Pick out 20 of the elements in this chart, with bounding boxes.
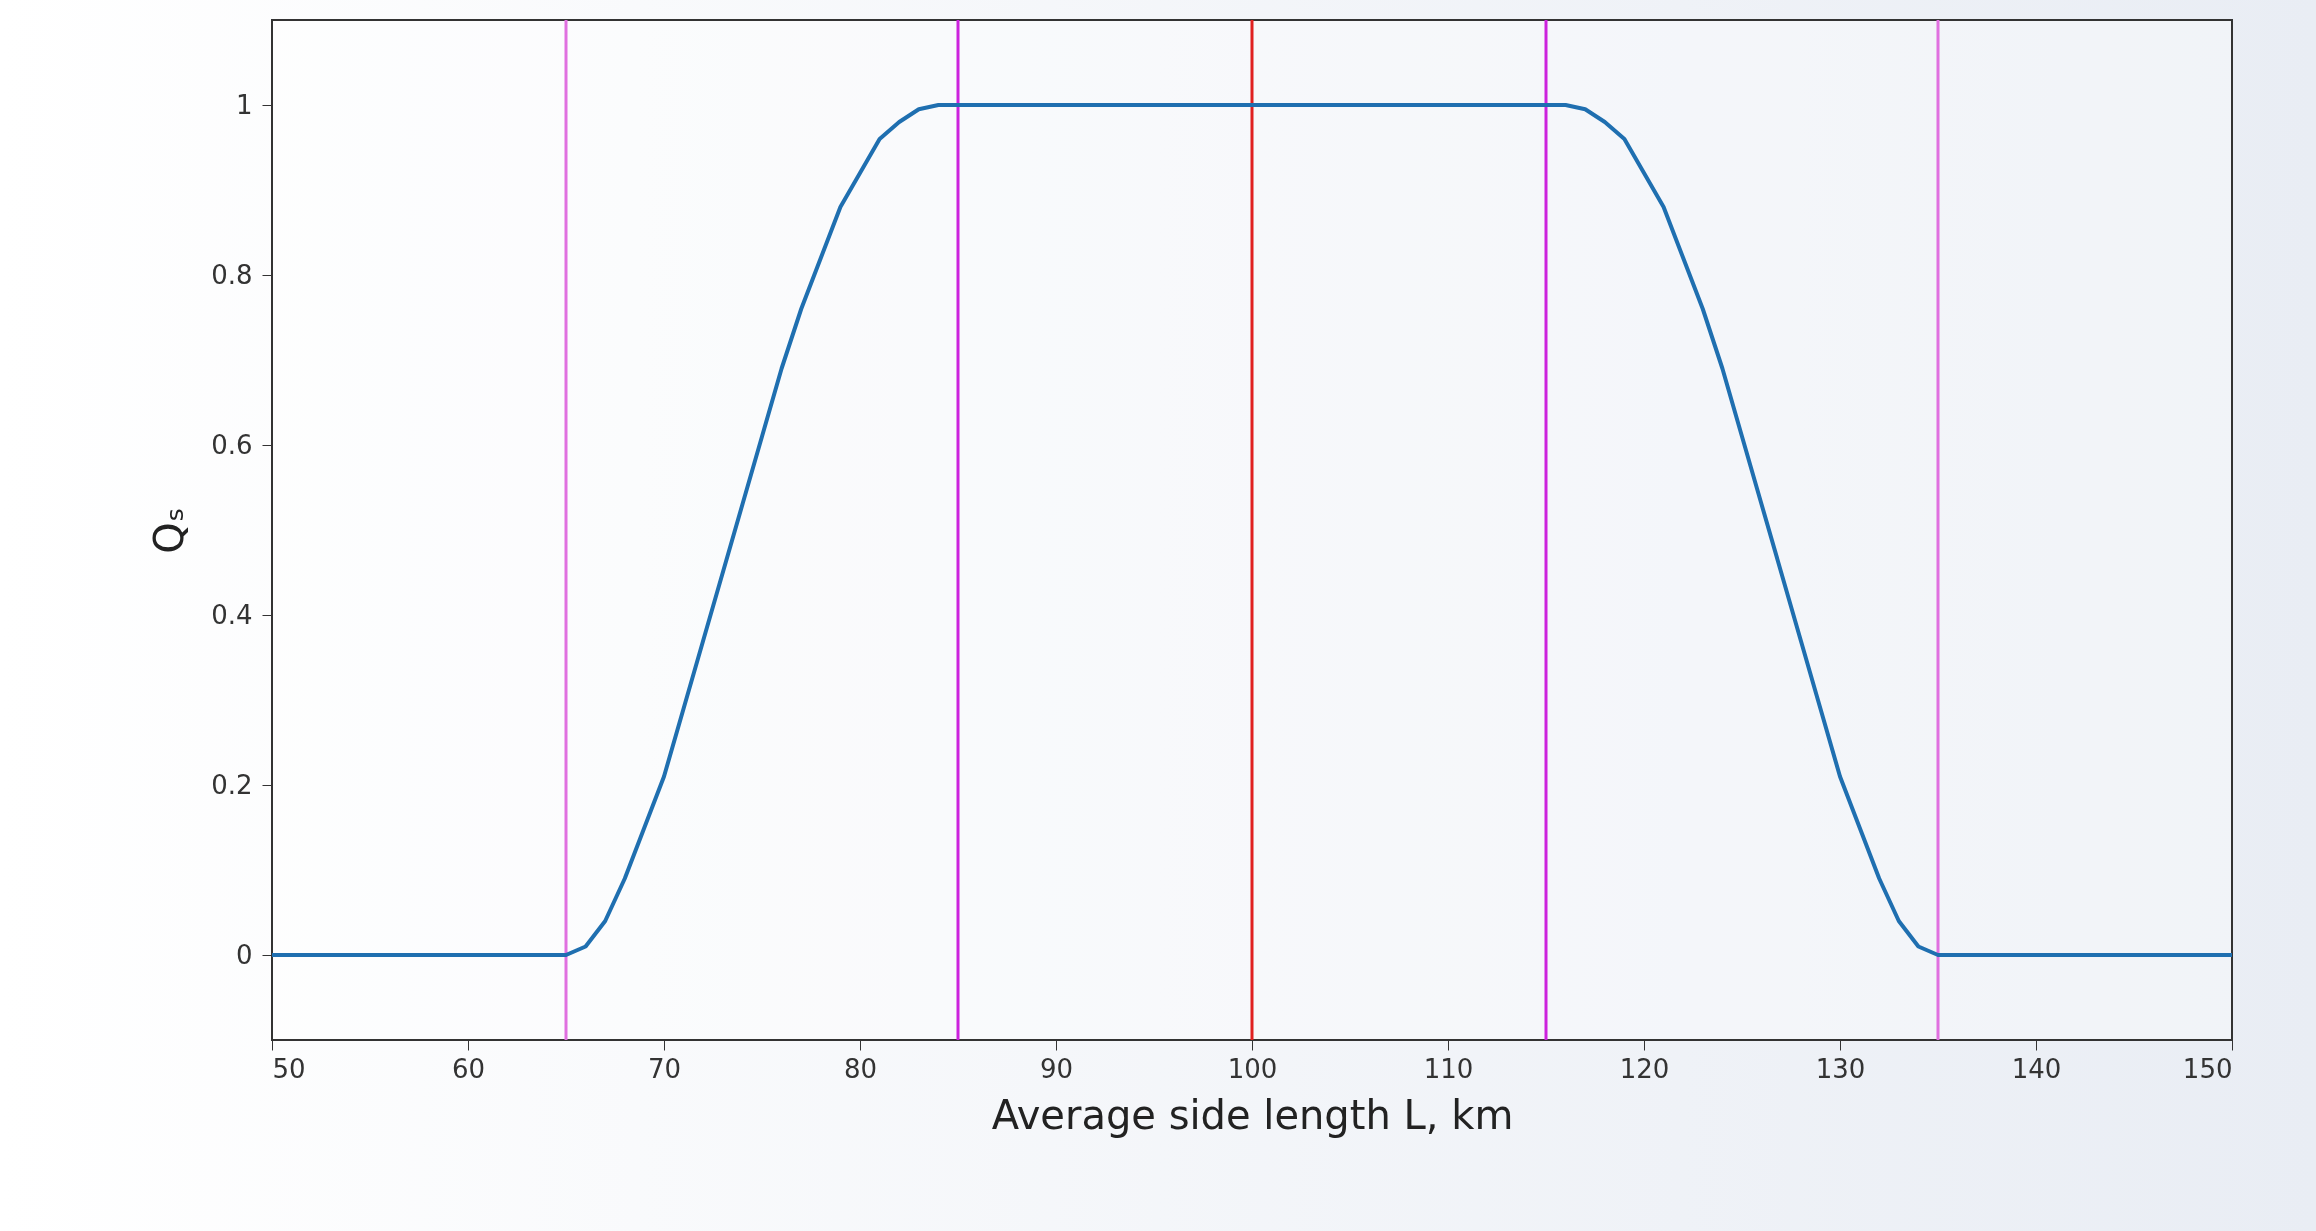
x-tick-label: 110 — [1423, 1053, 1474, 1084]
x-tick-label: 120 — [1619, 1053, 1670, 1084]
x-tick-label: 140 — [2011, 1053, 2062, 1084]
y-tick-label: 0.8 — [211, 259, 253, 290]
x-tick-label: 50 — [272, 1053, 306, 1084]
y-tick-label: 1 — [235, 89, 253, 120]
x-tick-label: 80 — [843, 1053, 878, 1084]
line-series — [272, 103, 2232, 957]
y-tick-label: 0.4 — [211, 599, 253, 630]
x-tick-label: 90 — [1039, 1053, 1074, 1084]
x-tick-label: 150 — [2182, 1053, 2233, 1084]
y-tick-label: 0.2 — [211, 769, 253, 800]
y-tick-label: 0 — [235, 939, 253, 970]
y-axis-title: Qₛ — [146, 507, 193, 554]
x-tick-label: 70 — [647, 1053, 682, 1084]
x-tick-label: 60 — [451, 1053, 486, 1084]
x-tick-label: 130 — [1815, 1053, 1866, 1084]
y-tick-label: 0.6 — [211, 429, 253, 460]
x-axis-title: Average side length L, km — [991, 1091, 1514, 1138]
x-tick-label: 100 — [1227, 1053, 1278, 1084]
